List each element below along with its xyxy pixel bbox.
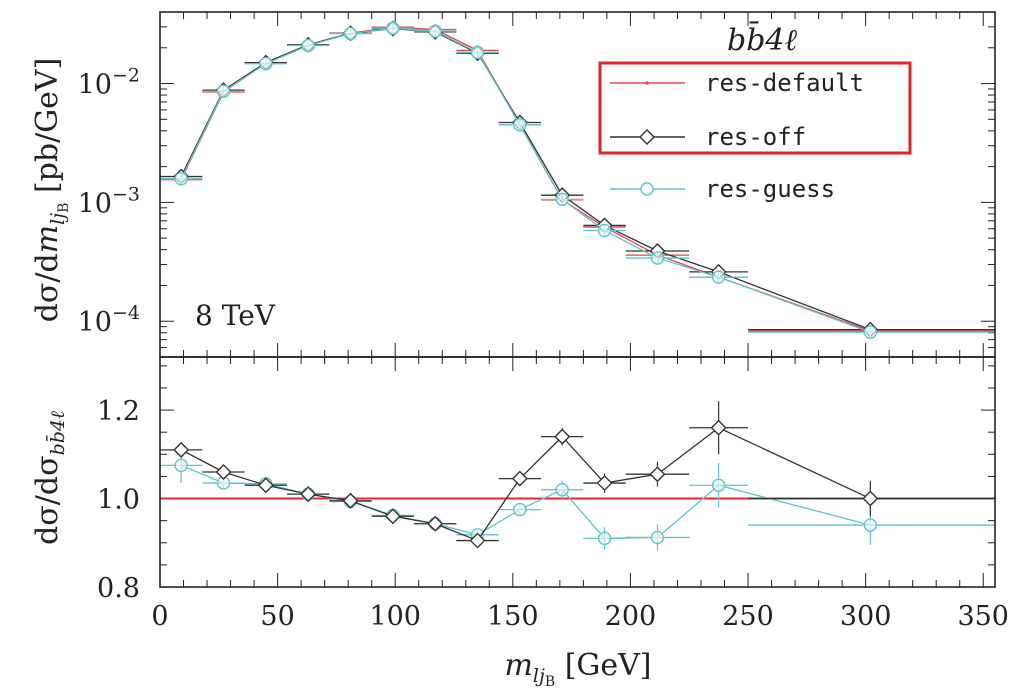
ratio-point-res-off [384, 508, 401, 525]
x-tick-label: 200 [605, 601, 657, 632]
data-point-res-guess [343, 26, 358, 41]
data-point-res-guess [301, 38, 315, 53]
ratio-point-res-off [173, 441, 190, 458]
ratio-point-res-off [710, 419, 727, 436]
legend-entry-res-off: res-off [610, 123, 806, 151]
ratio-point-res-off [469, 532, 486, 549]
data-point-res-guess [259, 56, 273, 71]
ratio-point-res-off [862, 490, 879, 507]
data-point-res-guess [513, 118, 527, 132]
legend-label-res-guess: res-guess [705, 175, 835, 203]
tick-mantissa: 10 [78, 307, 112, 338]
ratio-point-res-guess [513, 502, 527, 517]
data-point-res-guess [216, 84, 231, 99]
legend-label-res-default: res-default [705, 69, 864, 97]
x-tick-label: 250 [722, 601, 774, 632]
ratio-point-res-off [511, 470, 528, 487]
legend: res-default res-off res-guess [610, 69, 864, 203]
main-ticks [159, 11, 995, 358]
energy-annotation: 8 TeV [195, 299, 276, 332]
x-tick-label: 0 [151, 601, 168, 632]
ratio-ticks [159, 357, 995, 588]
ratio-point-res-guess [650, 530, 665, 545]
ratio-point-res-off [596, 475, 613, 492]
ratio-point-res-off [554, 428, 571, 445]
legend-marker-res-guess [640, 182, 654, 196]
main-panel: 10−210−310−4 8 TeV bb̄4ℓ res-default res… [78, 11, 995, 358]
ratio-point-res-guess [174, 458, 188, 473]
main-series-layer [160, 20, 995, 339]
ratio-point-res-guess [597, 531, 612, 546]
data-point-res-guess [597, 223, 612, 238]
ratio-point-res-guess [555, 482, 569, 497]
ratio-y-axis-title: dσ/dσbb̄4ℓ [30, 411, 69, 545]
data-point-res-guess [428, 24, 442, 38]
tick-exponent: −2 [112, 65, 140, 87]
legend-entry-res-default: res-default [610, 69, 864, 97]
x-tick-label: 100 [369, 601, 421, 632]
ratio-series-layer [160, 401, 995, 551]
legend-label-res-off: res-off [705, 123, 806, 151]
legend-marker-res-off [639, 129, 655, 145]
ratio-point-res-off [257, 477, 274, 494]
data-point-res-guess [386, 21, 400, 35]
data-point-res-guess [174, 172, 188, 186]
x-tick-label: 50 [260, 601, 294, 632]
data-point-res-guess [863, 325, 878, 339]
tick-mantissa: 10 [78, 70, 112, 101]
ratio-point-res-guess [863, 518, 878, 532]
data-point-res-guess [470, 45, 485, 60]
tick-exponent: −4 [112, 302, 140, 324]
ratio-panel: 0.8 1.0 1.2 0 50 100 150 200 250 300 350 [97, 357, 1009, 632]
legend-entry-res-guess: res-guess [610, 175, 835, 203]
ratio-y-tick-label: 1.0 [97, 485, 140, 516]
data-point-res-guess [711, 270, 726, 284]
tick-mantissa: 10 [78, 188, 112, 219]
ratio-y-tick-label: 0.8 [97, 573, 140, 604]
x-axis-title: mljB [GeV] [504, 648, 651, 690]
main-y-axis-title: dσ/dmljB [pb/GeV] [30, 58, 72, 323]
series-line-res-guess [180, 27, 871, 333]
data-point-res-guess [555, 192, 569, 207]
x-tick-labels: 0 50 100 150 200 250 300 350 [151, 601, 1009, 632]
process-annotation: bb̄4ℓ [727, 20, 797, 58]
legend-highlight-box [598, 61, 912, 155]
x-tick-label: 150 [487, 601, 539, 632]
data-point-res-guess [650, 251, 665, 265]
ratio-point-res-off [342, 492, 359, 509]
ratio-point-res-off [649, 466, 666, 483]
main-y-tick-label: 10−4 [78, 302, 140, 338]
ratio-point-res-guess [711, 478, 726, 492]
x-tick-label: 300 [840, 601, 892, 632]
x-tick-label: 350 [957, 601, 1009, 632]
main-y-tick-label: 10−2 [78, 65, 140, 101]
ratio-y-tick-labels: 0.8 1.0 1.2 [97, 396, 140, 604]
ratio-point-res-off [300, 486, 317, 503]
ratio-frame [159, 356, 996, 588]
tick-exponent: −3 [112, 183, 140, 205]
ratio-point-res-off [215, 464, 232, 480]
main-y-tick-label: 10−3 [78, 183, 140, 219]
main-y-tick-labels: 10−210−310−4 [78, 65, 140, 339]
ratio-point-res-off [427, 515, 444, 532]
ratio-line-res-off [180, 427, 871, 542]
ratio-y-tick-label: 1.2 [97, 396, 140, 427]
ratio-line-res-guess [180, 464, 871, 540]
legend-marker-res-default [645, 81, 649, 85]
series-line-res-off [180, 27, 871, 331]
